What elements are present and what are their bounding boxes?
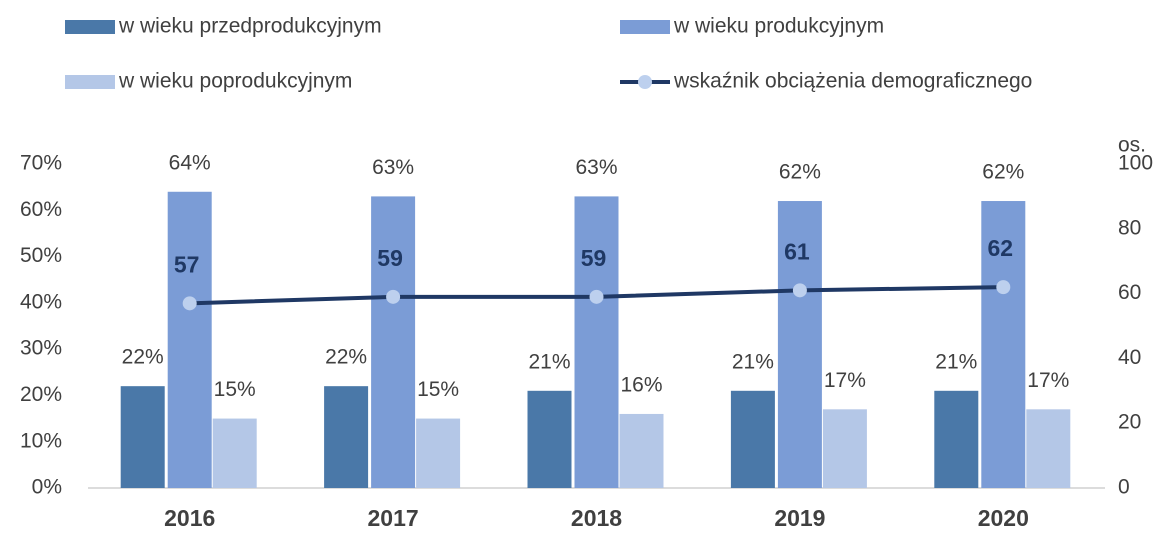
data-label: 64% [169,151,211,174]
y2-tick-label: 100 [1118,152,1153,175]
bar [777,201,822,488]
data-label: 15% [417,378,459,401]
line-marker [182,296,197,311]
data-label: 17% [1027,369,1069,392]
line-label: 57 [174,251,200,277]
y-tick-label: 30% [20,337,62,360]
legend-swatch [65,20,115,34]
data-label: 16% [620,373,662,396]
bar [527,390,572,488]
y2-tick-label: 80 [1118,216,1141,239]
bar [822,409,867,488]
legend-label: w wieku produkcyjnym [673,15,884,38]
data-label: 22% [122,346,164,369]
line-marker [386,289,401,304]
x-tick-label: 2017 [368,505,419,531]
line-marker [996,280,1011,295]
line-label: 59 [581,245,607,271]
x-tick-label: 2020 [978,505,1029,531]
y2-tick-label: 0 [1118,476,1130,499]
legend-swatch [65,75,115,89]
y2-tick-label: 20 [1118,411,1141,434]
bar [167,191,212,488]
data-label: 22% [325,346,367,369]
data-label: 62% [982,161,1024,184]
bar [730,390,775,488]
bar [934,390,979,488]
bar [574,196,619,488]
data-label: 62% [779,161,821,184]
bar [212,418,257,488]
bar [1026,409,1071,488]
bar [120,386,165,488]
y-tick-label: 70% [20,152,62,175]
legend-label: w wieku poprodukcyjnym [118,70,352,93]
y2-tick-label: 60 [1118,281,1141,304]
y-tick-label: 20% [20,383,62,406]
bar [619,413,664,488]
data-label: 21% [732,350,774,373]
legend-swatch [620,20,670,34]
x-tick-label: 2019 [774,505,825,531]
legend-label: w wieku przedprodukcyjnym [118,15,382,38]
data-label: 21% [528,350,570,373]
bar [981,201,1026,488]
line-marker [792,283,807,298]
line-marker [589,289,604,304]
line-label: 62 [988,235,1014,261]
y-tick-label: 60% [20,198,62,221]
legend-label: wskaźnik obciążenia demograficznego [673,70,1032,93]
x-tick-label: 2018 [571,505,622,531]
legend-marker [638,75,652,89]
x-tick-label: 2016 [164,505,215,531]
y2-tick-label: 40 [1118,346,1141,369]
line-label: 61 [784,238,810,264]
data-label: 15% [214,378,256,401]
y-tick-label: 0% [32,476,62,499]
y-tick-label: 50% [20,244,62,267]
bar [324,386,369,488]
data-label: 21% [935,350,977,373]
bar [416,418,461,488]
y-tick-label: 10% [20,429,62,452]
y2-axis-label: os. [1118,134,1146,157]
data-label: 63% [372,156,414,179]
y-tick-label: 40% [20,290,62,313]
bar [371,196,416,488]
line-label: 59 [377,245,403,271]
data-label: 63% [575,156,617,179]
data-label: 17% [824,369,866,392]
